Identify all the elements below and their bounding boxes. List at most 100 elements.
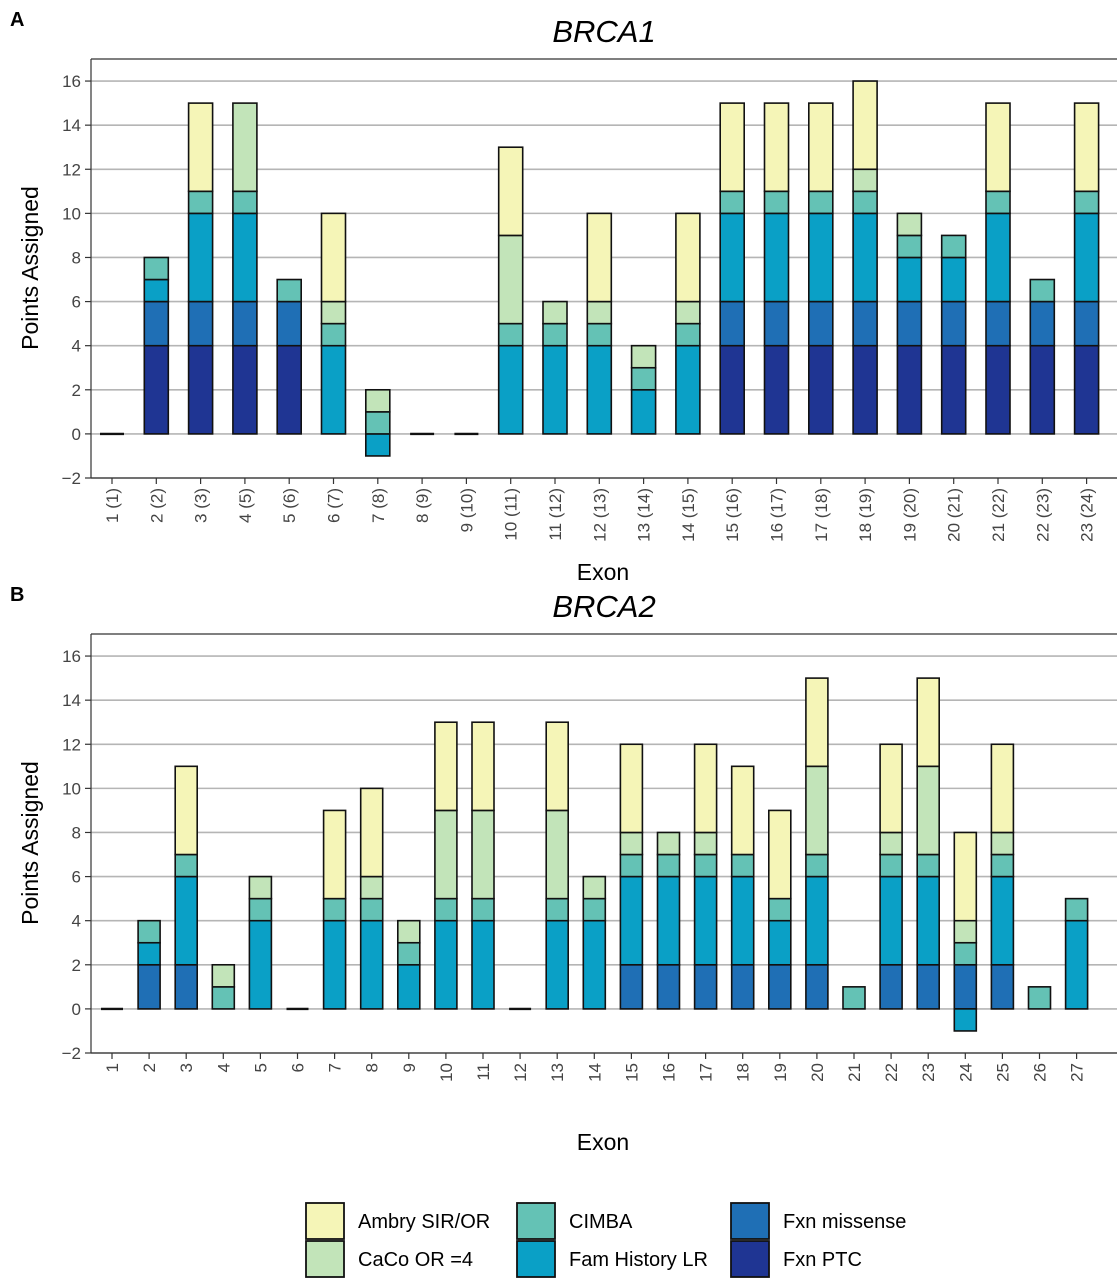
x-tick-label: 22 (23) [1033, 488, 1052, 542]
bar-segment [916, 875, 941, 966]
y-tick-label: 8 [72, 248, 81, 267]
bar-segment [896, 234, 923, 259]
legend-swatch [305, 1202, 345, 1240]
bar-segment [953, 1008, 978, 1032]
bar-segment [542, 322, 568, 347]
bar-segment [586, 322, 613, 347]
legend-label: CaCo OR =4 [358, 1249, 473, 1271]
bar-segment [656, 963, 681, 1010]
y-tick-label: 6 [72, 293, 81, 312]
x-tick-label: 15 [622, 1063, 641, 1082]
bar-segment [719, 212, 746, 303]
bar-segment [619, 831, 644, 856]
bar-segment [807, 212, 834, 303]
x-tick-label: 16 (17) [768, 488, 787, 542]
x-tick-label: 2 [140, 1063, 159, 1072]
bar-segment [852, 190, 878, 215]
y-tick-label: −2 [62, 469, 81, 488]
x-tick-label: 18 [734, 1063, 753, 1082]
bar-segment [396, 919, 421, 944]
bar-segment [852, 300, 878, 347]
bar-segment [842, 986, 866, 1010]
bar-segment [471, 897, 495, 922]
legend-label: CIMBA [569, 1211, 633, 1233]
bar-segment [852, 344, 878, 435]
bar-segment [232, 212, 258, 303]
bar-segment [879, 875, 903, 966]
bar-segment [805, 963, 829, 1010]
bar-segment [187, 300, 214, 347]
y-tick-label: −2 [62, 1044, 81, 1063]
x-tick-label: 5 [251, 1063, 270, 1072]
bar-segment [434, 919, 458, 1010]
bar-segment [359, 787, 384, 878]
bar-segment [545, 809, 570, 900]
bar-segment [545, 721, 570, 812]
bar-segment [143, 344, 170, 435]
x-tick-label: 26 [1031, 1063, 1050, 1082]
x-tick-label: 14 [585, 1063, 604, 1082]
bar-segment [656, 831, 681, 856]
bar-segment [471, 809, 495, 900]
bar-segment [767, 809, 792, 900]
bar-segment [187, 102, 214, 193]
bar-segment [990, 853, 1015, 878]
bar-segment [211, 963, 236, 988]
bar-segment [852, 80, 878, 171]
bar-segment [656, 853, 681, 878]
y-tick-label: 0 [72, 1000, 81, 1019]
bar-segment [763, 300, 790, 347]
bar-segment [619, 963, 644, 1010]
bar-segment [322, 897, 347, 922]
x-tick-label: 16 [660, 1063, 679, 1082]
bar-segment [693, 743, 718, 834]
bar-segment [187, 212, 214, 303]
bar-segment [320, 322, 347, 347]
bar-segment [879, 963, 903, 1010]
y-axis-label-brca1: Points Assigned [17, 186, 43, 350]
x-tick-label: 9 [400, 1063, 419, 1072]
legend-label: Fxn PTC [783, 1249, 862, 1271]
x-axis-label-brca2: Exon [577, 1129, 629, 1155]
bar-segment [1027, 986, 1052, 1010]
x-tick-label: 22 [882, 1063, 901, 1082]
x-tick-label: 14 (15) [679, 488, 698, 542]
x-tick-label: 6 [289, 1063, 308, 1072]
x-tick-label: 13 (14) [635, 488, 654, 542]
bar-segment [396, 941, 421, 966]
bar-segment [1073, 344, 1100, 435]
bar-segment [985, 300, 1011, 347]
bar-segment [940, 256, 967, 303]
bar-segment [719, 190, 746, 215]
bar-segment [693, 853, 718, 878]
x-ticks-brca1: 1 (1) 2 (2) 3 (3) 4 (5) 5 (6) 6 (7) 7 (8) 8 (9)… [103, 478, 1097, 542]
bar-segment [767, 963, 792, 1010]
bar-segment [582, 875, 607, 900]
bar-segment [434, 809, 458, 900]
bar-segment [276, 278, 303, 303]
x-tick-label: 27 [1068, 1063, 1087, 1082]
bar-segment [879, 831, 903, 856]
bar-segment [619, 853, 644, 878]
y-tick-label: 4 [72, 912, 81, 931]
y-ticks-brca2: −2 0 2 4 6 8 10 12 14 16 [62, 647, 91, 1063]
bar-segment [359, 897, 384, 922]
bar-segment [232, 190, 258, 215]
bar-segment [916, 765, 941, 856]
panel-label-b: B [10, 584, 24, 606]
bar-segment [896, 300, 923, 347]
bar-segment [471, 721, 495, 812]
bar-segment [542, 344, 568, 435]
bar-segment [916, 963, 941, 1010]
chart-title-brca2: BRCA2 [552, 589, 655, 624]
x-tick-label: 11 [474, 1063, 493, 1081]
bar-segment [137, 941, 161, 966]
y-tick-label: 14 [62, 116, 81, 135]
x-tick-label: 8 (9) [413, 488, 432, 523]
bar-segment [174, 765, 198, 856]
bar-segment [471, 919, 495, 1010]
x-tick-label: 10 (11) [502, 488, 521, 541]
y-tick-label: 2 [72, 956, 81, 975]
legend-swatch [730, 1202, 770, 1240]
bar-segment [953, 919, 978, 944]
